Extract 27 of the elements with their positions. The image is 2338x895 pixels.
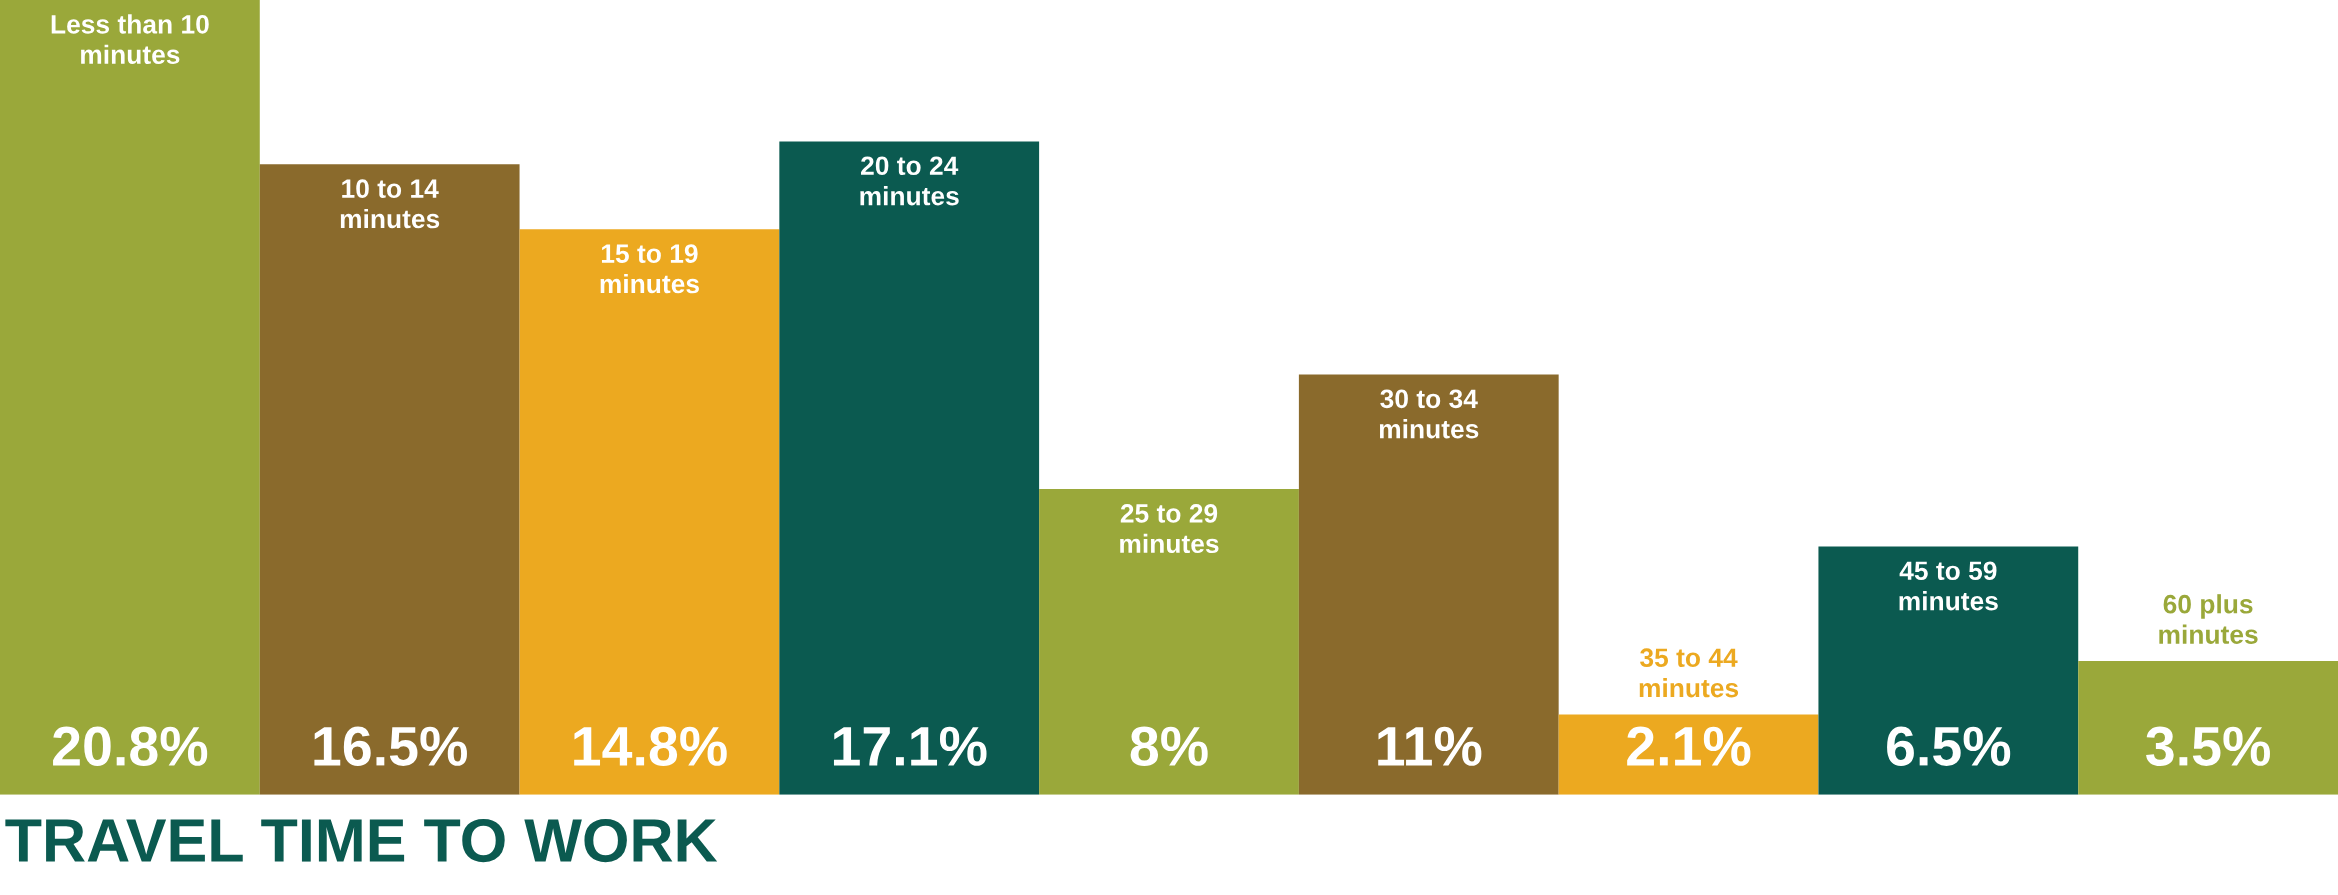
- x-tick-label: 25 to 29 minutes: [1120, 504, 1219, 554]
- bar: [1298, 374, 1559, 795]
- data-label: 8%: [1130, 726, 1208, 766]
- data-label: 14.8%: [574, 726, 727, 766]
- x-tick-label: 35 to 44 minutes: [1639, 648, 1739, 698]
- data-label: 6.5%: [1887, 726, 2011, 766]
- x-tick-label: 10 to 14 minutes: [340, 179, 440, 229]
- data-label: 17.1%: [833, 726, 987, 766]
- bar: [1818, 546, 2079, 795]
- data-label: 11%: [1378, 726, 1482, 766]
- data-label: 20.8%: [53, 726, 208, 766]
- bar: [2078, 661, 2338, 795]
- x-tick-label: 20 to 24 minutes: [860, 156, 959, 206]
- data-label: 16.5%: [314, 726, 467, 766]
- bar: [1039, 489, 1299, 795]
- bar: [779, 141, 1040, 795]
- bar: [0, 0, 260, 795]
- x-tick-label: 60 plus minutes: [2159, 594, 2258, 644]
- data-label: 2.1%: [1627, 726, 1751, 766]
- bar: [259, 164, 520, 795]
- x-tick-label: 30 to 34 minutes: [1379, 389, 1479, 439]
- x-tick-label: 15 to 19 minutes: [600, 244, 699, 294]
- x-tick-label: 45 to 59 minutes: [1899, 561, 1998, 611]
- bar: [519, 229, 780, 795]
- data-label: 3.5%: [2146, 726, 2270, 767]
- x-tick-label: Less than 10 minutes: [51, 14, 209, 65]
- text: TRAVEL TIME TO WORK: [5, 818, 718, 863]
